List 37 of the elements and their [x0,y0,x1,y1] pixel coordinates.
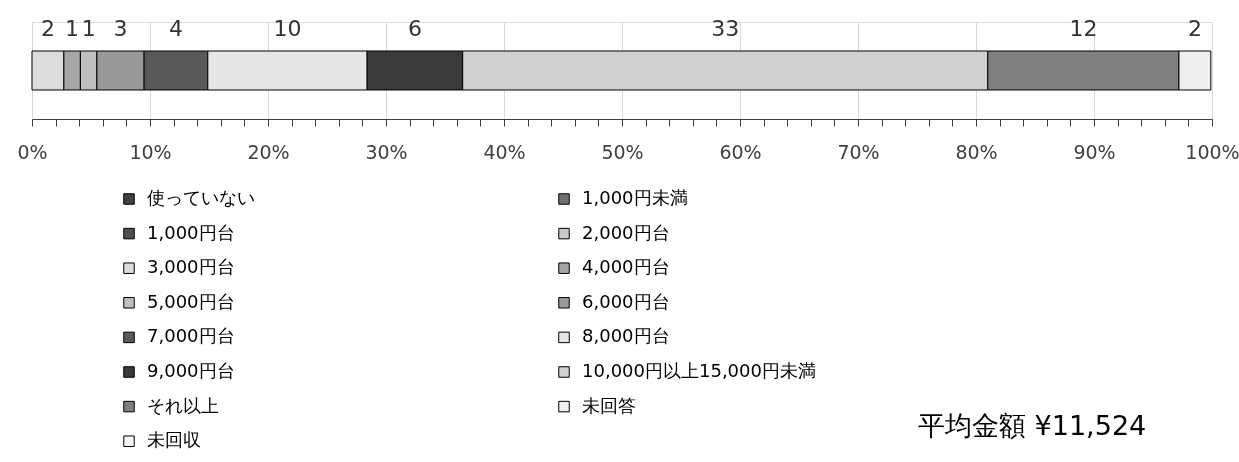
legend-label: 未回収 [147,429,201,451]
x-tick-label: 70% [837,140,880,163]
annotation: 1 [81,16,96,41]
x-tick-label: 0% [17,140,48,163]
legend-label: 3,000円台 [147,256,235,278]
annotation: 1 [65,16,80,41]
legend-label: 未回答 [582,394,636,416]
legend-label: それ以上 [147,394,219,416]
legend-label: 2,000円台 [582,221,670,243]
x-tick-label: 30% [365,140,408,163]
legend-label: 6,000円台 [582,290,670,312]
x-tick-label: 90% [1073,140,1116,163]
legend-label: 9,000円台 [147,360,235,381]
x-tick-label: 80% [955,140,998,163]
legend-label: 10,000円以上15,000円未満 [582,360,816,381]
legend-label: 5,000円台 [147,290,235,312]
x-tick-label: 20% [247,140,290,163]
annotation: 33 [711,16,740,41]
legend-label: 4,000円台 [582,256,670,278]
x-tick-label: 60% [719,140,762,163]
annotation: 3 [113,16,128,41]
annotation: 12 [1069,16,1098,41]
text: 平均金額 ¥11,524 [918,410,1147,441]
legend-label: 1,000円未満 [582,187,688,208]
legend-label: 7,000円台 [147,325,235,347]
annotation: 4 [168,16,183,41]
x-tick-label: 50% [601,140,644,163]
x-tick-label: 10% [129,140,172,163]
annotation: 2 [40,16,55,41]
legend-label: 8,000円台 [582,325,670,347]
x-tick-label: 40% [483,140,526,163]
annotation: 10 [273,16,302,41]
legend-label: 使っていない [147,187,255,208]
annotation: 2 [1187,16,1202,41]
legend-label: 1,000円台 [147,221,235,243]
annotation: 6 [407,16,422,41]
x-tick-label: 100% [1185,140,1239,163]
